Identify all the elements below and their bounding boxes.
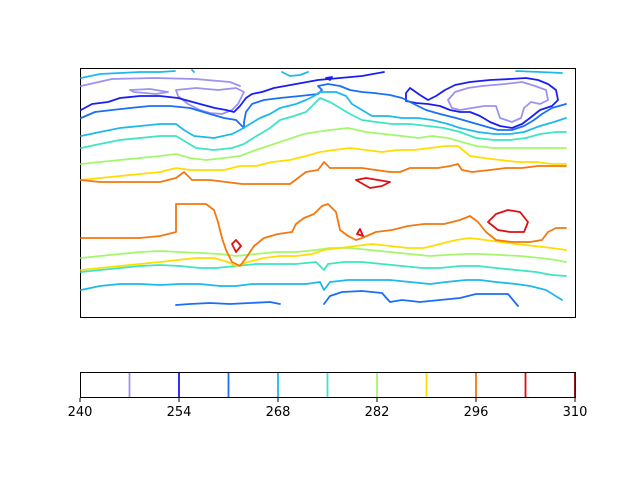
colorbar-tick-label-296: 296 <box>464 405 489 420</box>
contour-level-289 <box>80 145 567 271</box>
contour-level-254 <box>80 71 559 129</box>
colorbar-tick-label-254: 254 <box>167 405 192 420</box>
contour-level-296 <box>80 161 567 267</box>
colorbar: 240 254 268 282 296 310 <box>68 372 588 420</box>
contour-level-275 <box>80 97 567 277</box>
plot-frame <box>80 68 576 318</box>
contour-level-261 <box>80 83 567 307</box>
contour-level-268 <box>80 69 567 301</box>
contour-level-282 <box>80 127 567 263</box>
contour-level-247 <box>80 77 549 123</box>
contour-plot <box>80 68 576 318</box>
colorbar-tick-label-268: 268 <box>266 405 291 420</box>
colorbar-tick-label-282: 282 <box>365 405 390 420</box>
colorbar-tick-label-240: 240 <box>68 405 93 420</box>
colorbar-tick-label-310: 310 <box>563 405 588 420</box>
contour-level-303 <box>231 177 529 253</box>
